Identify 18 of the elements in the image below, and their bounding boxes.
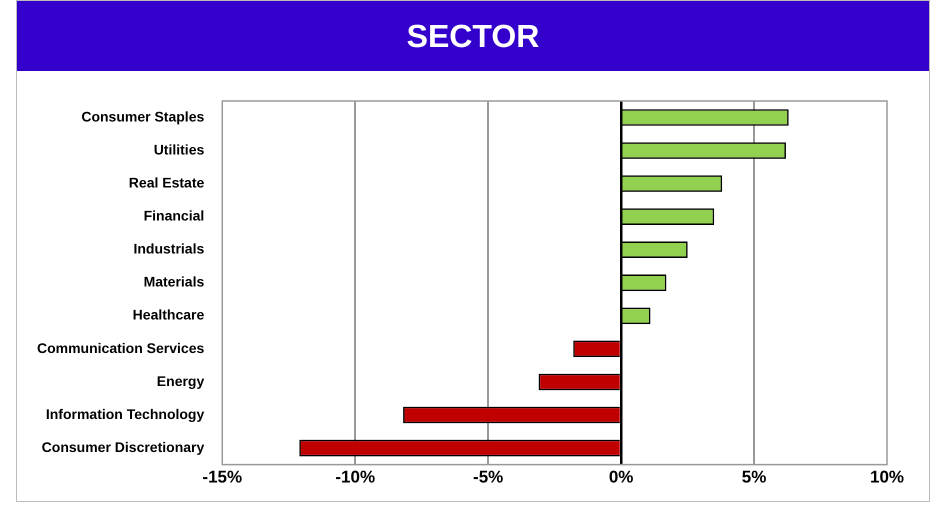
y-tick-label: Energy	[156, 372, 204, 389]
x-tick-label: -15%	[202, 467, 242, 486]
y-tick-label: Healthcare	[132, 306, 204, 323]
x-tick-label: 0%	[608, 467, 634, 486]
y-tick-label: Consumer Staples	[81, 108, 204, 124]
y-tick-label: Materials	[144, 274, 204, 290]
y-tick-label: Real Estate	[128, 174, 204, 190]
y-tick-label: Information Technology	[46, 406, 204, 422]
x-tick-label: 5%	[742, 467, 766, 486]
y-tick-label: Industrials	[133, 240, 204, 257]
chart-title: SECTOR	[17, 1, 929, 71]
y-tick-label: Financial	[144, 208, 204, 224]
y-tick-label: Consumer Discretionary	[42, 438, 204, 455]
y-tick-label: Utilities	[154, 141, 204, 158]
x-tick-label: 10%	[870, 467, 904, 486]
x-tick-label: -5%	[473, 467, 504, 486]
x-tick-label: -10%	[335, 467, 376, 486]
y-tick-label: Communication Services	[36, 340, 204, 356]
